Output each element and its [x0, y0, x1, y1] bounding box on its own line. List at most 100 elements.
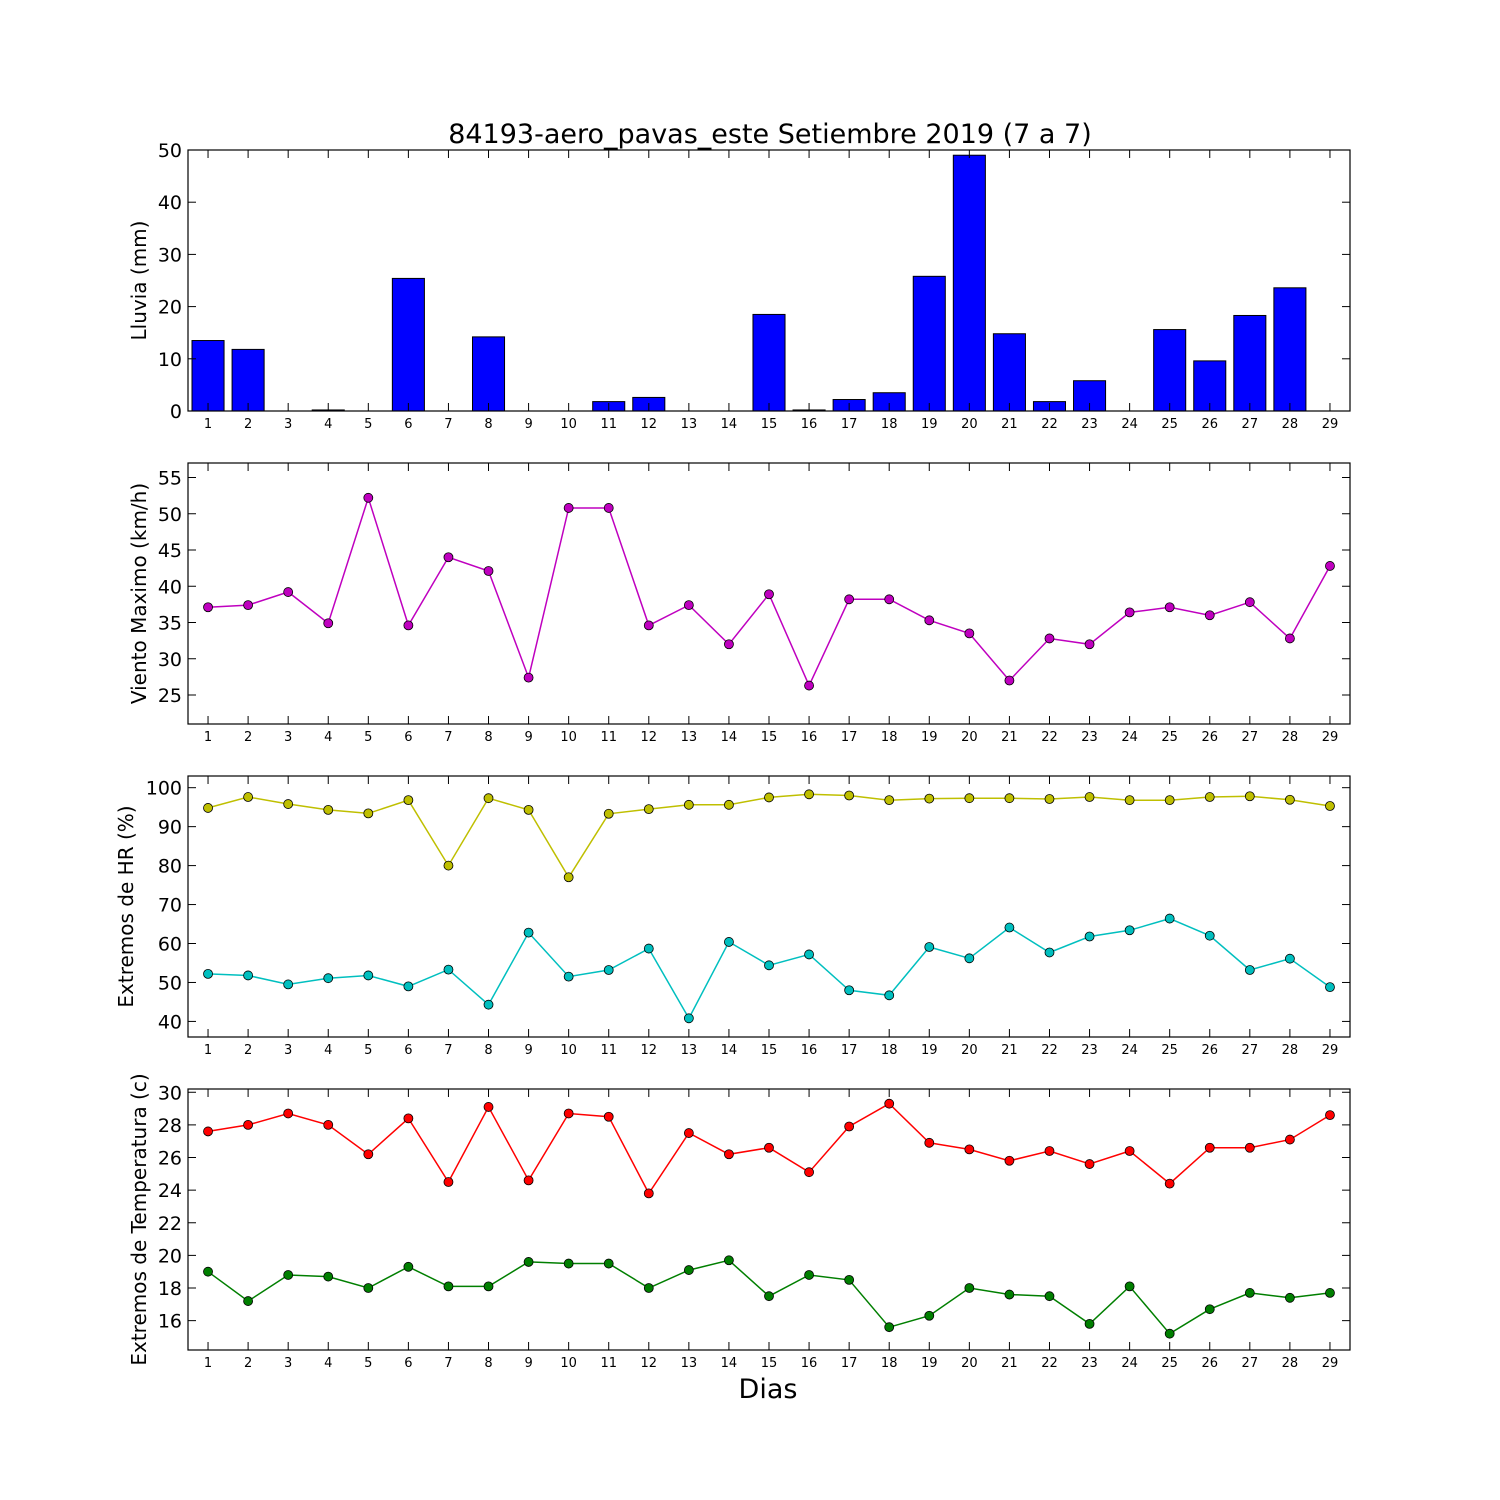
data-point [323, 973, 334, 984]
y-tick-label: 40 [158, 1011, 182, 1033]
x-tick-label: 22 [1041, 1356, 1058, 1371]
y-axis-label: Lluvia (mm) [127, 221, 151, 341]
data-point [804, 1270, 814, 1280]
bar [231, 348, 265, 412]
data-point [1284, 794, 1295, 805]
data-point [243, 1119, 254, 1130]
x-tick-label: 10 [560, 1356, 577, 1371]
data-point [804, 789, 814, 800]
y-tick-label: 90 [158, 817, 182, 839]
data-point [403, 795, 414, 806]
x-tick-label: 21 [1001, 417, 1018, 432]
y-tick-label: 16 [158, 1311, 182, 1333]
x-tick-label: 21 [1001, 730, 1018, 745]
x-tick-label: 19 [921, 417, 938, 432]
x-tick-label: 25 [1161, 417, 1178, 432]
data-point [643, 620, 654, 631]
x-tick-label: 8 [484, 1043, 492, 1058]
data-point [1204, 1142, 1215, 1153]
data-point [1124, 607, 1135, 618]
data-point [1004, 922, 1015, 933]
x-tick-label: 15 [761, 417, 778, 432]
x-tick-label: 4 [324, 417, 332, 432]
data-point [724, 799, 734, 810]
data-point [1164, 1178, 1175, 1189]
data-point [804, 680, 814, 691]
y-tick-label: 0 [170, 401, 182, 423]
x-tick-label: 26 [1201, 730, 1218, 745]
y-tick-label: 100 [146, 778, 182, 800]
x-tick-label: 29 [1322, 417, 1339, 432]
data-point [683, 1128, 694, 1138]
x-tick-label: 1 [204, 1356, 212, 1371]
x-tick-label: 2 [244, 1043, 252, 1058]
x-tick-label: 13 [681, 1356, 698, 1371]
data-point [323, 1271, 334, 1282]
data-point [764, 960, 774, 971]
x-tick-label: 29 [1322, 1043, 1339, 1058]
x-tick-label: 19 [921, 730, 938, 745]
data-point [363, 1149, 374, 1160]
data-point [724, 1149, 734, 1160]
x-tick-label: 27 [1242, 730, 1259, 745]
data-point [764, 792, 774, 803]
data-point [724, 937, 734, 947]
data-point [243, 970, 254, 981]
x-tick-label: 5 [364, 1043, 372, 1058]
x-tick-label: 3 [284, 417, 292, 432]
x-tick-label: 23 [1081, 417, 1098, 432]
y-tick-label: 10 [158, 349, 182, 371]
data-point [1325, 1110, 1335, 1120]
y-axis-label: Extremos de Temperatura (c) [127, 1073, 151, 1365]
data-point [844, 790, 855, 801]
bar [1233, 314, 1267, 412]
x-tick-label: 27 [1242, 1356, 1259, 1371]
y-tick-label: 45 [158, 540, 182, 562]
y-tick-label: 35 [158, 613, 182, 635]
y-tick-label: 20 [158, 297, 182, 319]
data-point [1044, 947, 1055, 958]
data-point [283, 1270, 294, 1280]
bar [471, 336, 506, 412]
data-point [924, 793, 935, 804]
y-tick-label: 70 [158, 895, 182, 917]
bar [191, 340, 225, 412]
y-tick-label: 40 [158, 192, 182, 214]
x-tick-label: 15 [761, 1043, 778, 1058]
data-point [1084, 639, 1095, 650]
x-tick-label: 8 [484, 417, 492, 432]
data-point [643, 1283, 654, 1293]
data-point [563, 503, 574, 513]
data-point [924, 615, 935, 626]
x-tick-label: 3 [284, 1356, 292, 1371]
data-point [483, 999, 494, 1010]
data-point [1044, 633, 1055, 644]
x-tick-label: 14 [721, 1043, 738, 1058]
data-point [483, 793, 494, 804]
x-tick-label: 16 [801, 1043, 818, 1058]
y-tick-label: 26 [158, 1148, 182, 1170]
data-point [1164, 1328, 1175, 1339]
x-tick-label: 3 [284, 730, 292, 745]
x-tick-label: 9 [524, 1356, 532, 1371]
data-point [323, 618, 334, 629]
data-point [443, 1281, 454, 1292]
x-tick-label: 17 [841, 730, 858, 745]
x-tick-label: 24 [1121, 1043, 1138, 1058]
x-tick-label: 5 [364, 730, 372, 745]
data-point [844, 1274, 855, 1285]
data-point [403, 1113, 414, 1124]
bar [992, 333, 1026, 412]
x-tick-label: 12 [641, 730, 658, 745]
data-point [924, 1137, 935, 1148]
data-point [283, 979, 294, 990]
x-tick-label: 13 [681, 1043, 698, 1058]
x-tick-label: 14 [721, 730, 738, 745]
x-tick-label: 29 [1322, 730, 1339, 745]
x-tick-label: 6 [404, 1356, 412, 1371]
data-point [964, 1144, 975, 1155]
data-point [523, 1175, 534, 1186]
data-point [283, 799, 294, 809]
